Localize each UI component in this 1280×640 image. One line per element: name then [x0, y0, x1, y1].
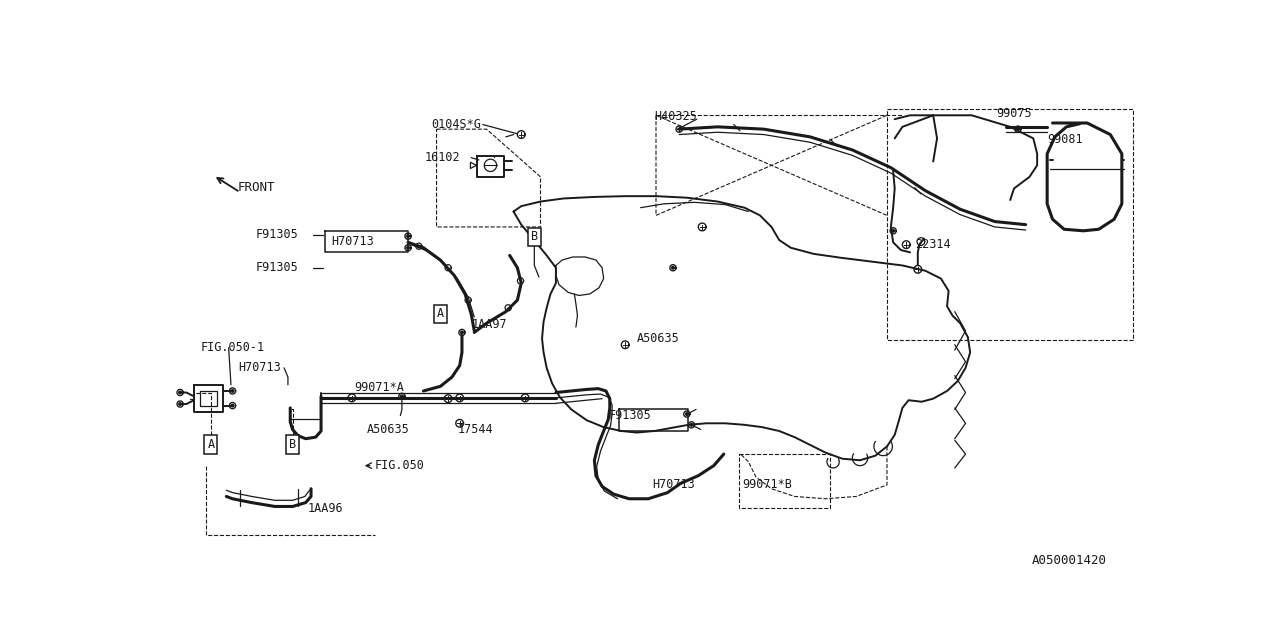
Text: 99071*B: 99071*B [742, 479, 792, 492]
Text: 16102: 16102 [425, 151, 461, 164]
Text: 22314: 22314 [915, 238, 950, 251]
Text: FIG.050: FIG.050 [375, 459, 425, 472]
Polygon shape [690, 424, 692, 426]
Text: A50635: A50635 [367, 423, 410, 436]
Text: F91305: F91305 [608, 409, 652, 422]
Text: B: B [289, 438, 296, 451]
Text: A50635: A50635 [636, 332, 680, 345]
Polygon shape [672, 267, 675, 269]
Text: A: A [436, 307, 444, 321]
Text: 99071*A: 99071*A [355, 381, 404, 394]
Polygon shape [179, 391, 182, 394]
Polygon shape [232, 404, 234, 407]
Polygon shape [179, 403, 182, 405]
Polygon shape [407, 246, 410, 249]
Polygon shape [892, 230, 895, 232]
Text: H40325: H40325 [654, 110, 698, 124]
Text: H70713: H70713 [238, 362, 280, 374]
Polygon shape [461, 332, 463, 333]
Text: A050001420: A050001420 [1032, 554, 1106, 567]
Text: FIG.050-1: FIG.050-1 [200, 341, 264, 355]
Text: 99081: 99081 [1047, 133, 1083, 147]
Text: H70713: H70713 [652, 479, 695, 492]
Text: 17544: 17544 [457, 423, 493, 436]
Polygon shape [401, 395, 403, 397]
Text: FRONT: FRONT [238, 181, 275, 194]
Text: B: B [531, 230, 538, 243]
Text: 0104S*G: 0104S*G [431, 118, 481, 131]
Polygon shape [232, 390, 234, 392]
Polygon shape [407, 235, 410, 237]
Text: A: A [207, 438, 215, 451]
Text: 99075: 99075 [996, 108, 1032, 120]
Text: 1AA96: 1AA96 [308, 502, 343, 515]
Text: F91305: F91305 [256, 261, 298, 275]
Text: F91305: F91305 [256, 228, 298, 241]
Text: H70713: H70713 [332, 235, 374, 248]
Text: 1AA97: 1AA97 [471, 318, 507, 332]
Polygon shape [686, 413, 687, 415]
